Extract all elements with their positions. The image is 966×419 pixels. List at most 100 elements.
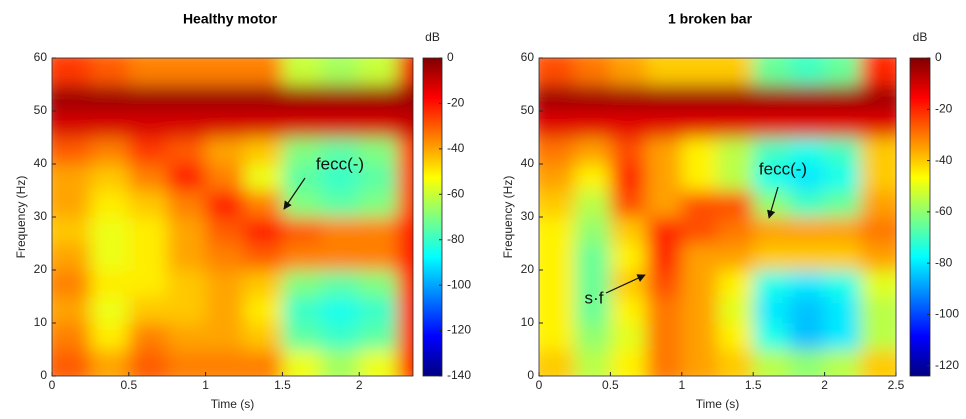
heatmap-cell [282, 323, 322, 350]
heatmap-cell [397, 111, 413, 138]
heatmap-cell [646, 111, 683, 138]
heatmap-cell [717, 84, 754, 112]
colorbar-label: dB [913, 30, 928, 44]
heatmap-cell [681, 190, 718, 218]
heatmap-cell [90, 84, 130, 112]
heatmap [52, 58, 413, 376]
annotation-arrow [283, 177, 306, 210]
heatmap-cell [128, 349, 168, 376]
heatmap-cell [397, 323, 413, 350]
heatmap-cell [320, 296, 360, 324]
x-axis-label: Time (s) [211, 397, 255, 411]
heatmap-cell [646, 137, 683, 165]
heatmap-cell [282, 58, 322, 85]
heatmap-cell [90, 217, 130, 244]
heatmap-cell [52, 164, 91, 191]
heatmap-cell [359, 349, 399, 376]
heatmap-cell [128, 111, 168, 138]
heatmap-cell [539, 58, 576, 85]
heatmap-cell [359, 323, 399, 350]
heatmap-cell [646, 270, 683, 297]
heatmap-cell [824, 270, 861, 297]
y-tick-label: 30 [521, 209, 535, 223]
heatmap-cell [52, 190, 91, 218]
heatmap-cell [717, 349, 754, 376]
x-tick-label: 0 [49, 378, 56, 392]
heatmap-cell [320, 243, 360, 271]
heatmap-cell [610, 111, 647, 138]
colorbar-tick-label: -120 [935, 358, 959, 372]
heatmap-cell [52, 58, 91, 85]
heatmap-cell [320, 217, 360, 244]
heatmap-cell [359, 137, 399, 165]
heatmap-cell [646, 243, 683, 271]
heatmap-cell [539, 270, 576, 297]
heatmap-cell [860, 111, 896, 138]
heatmap-cell [397, 58, 413, 85]
heatmap-cell [788, 243, 826, 271]
heatmap-cell [610, 243, 647, 271]
y-tick-label: 60 [34, 50, 48, 64]
heatmap-cell [128, 270, 168, 297]
heatmap-cell [824, 296, 861, 324]
heatmap-cell [52, 323, 91, 350]
heatmap-cell [397, 190, 413, 218]
y-tick-label: 10 [521, 315, 535, 329]
heatmap-cell [167, 349, 207, 376]
heatmap-cell [681, 137, 718, 165]
heatmap-cell [753, 296, 790, 324]
heatmap-cell [205, 137, 245, 165]
heatmap-cell [282, 84, 322, 112]
heatmap-cell [397, 164, 413, 191]
heatmap-cell [860, 296, 896, 324]
heatmap-cell [52, 137, 91, 165]
heatmap-cell [610, 270, 647, 297]
heatmap-cell [167, 84, 207, 112]
heatmap-cell [244, 296, 283, 324]
heatmap-cell [282, 349, 322, 376]
heatmap-cell [320, 349, 360, 376]
colorbar-tick-label: -80 [447, 232, 465, 246]
heatmap-cell [788, 296, 826, 324]
heatmap-cell [282, 111, 322, 138]
heatmap-cell [128, 217, 168, 244]
heatmap-cell [717, 270, 754, 297]
heatmap-cell [610, 84, 647, 112]
heatmap-cell [539, 217, 576, 244]
heatmap-cell [539, 349, 576, 376]
plot-area [52, 58, 413, 376]
heatmap-cell [205, 349, 245, 376]
heatmap-cell [860, 58, 896, 85]
heatmap-cell [282, 190, 322, 218]
heatmap-cell [397, 137, 413, 165]
heatmap-cell [167, 164, 207, 191]
heatmap-cell [244, 164, 283, 191]
y-tick-label: 0 [40, 368, 47, 382]
heatmap-cell [681, 217, 718, 244]
colorbar-tick-label: -40 [447, 141, 465, 155]
y-tick-label: 40 [521, 156, 535, 170]
heatmap-cell [717, 296, 754, 324]
heatmap-cell [788, 190, 826, 218]
y-tick-label: 50 [521, 103, 535, 117]
colorbar-tick-label: -40 [935, 153, 953, 167]
heatmap-cell [646, 84, 683, 112]
heatmap-cell [717, 58, 754, 85]
colorbar-tick-label: -80 [935, 255, 953, 269]
heatmap-cell [320, 58, 360, 85]
heatmap-cell [681, 296, 718, 324]
heatmap-cell [282, 270, 322, 297]
heatmap-cell [205, 243, 245, 271]
y-tick-label: 20 [521, 262, 535, 276]
heatmap-cell [610, 323, 647, 350]
heatmap-cell [52, 349, 91, 376]
colorbar-tick-label: -60 [447, 186, 465, 200]
heatmap-cell [320, 190, 360, 218]
heatmap-cell [90, 270, 130, 297]
heatmap-cell [860, 217, 896, 244]
heatmap-cell [320, 323, 360, 350]
colorbar-tick-label: -60 [935, 204, 953, 218]
heatmap-cell [244, 270, 283, 297]
heatmap-cell [717, 217, 754, 244]
